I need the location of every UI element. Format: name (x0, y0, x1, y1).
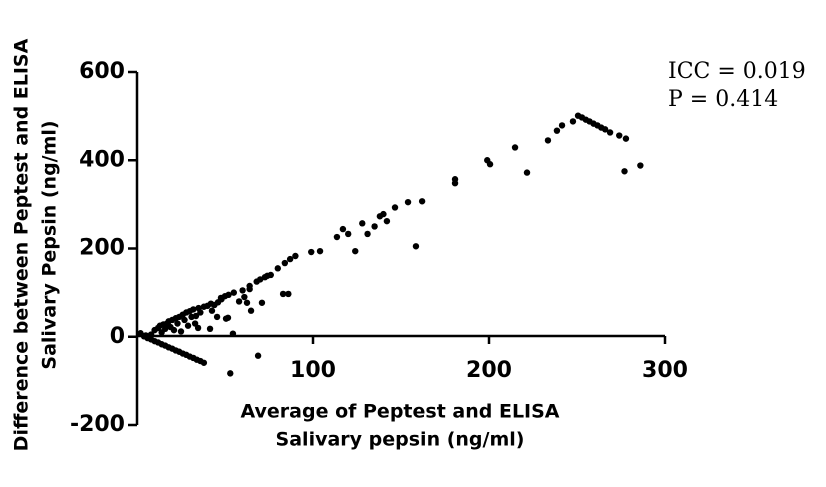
point (511, 144, 519, 151)
point (364, 230, 371, 238)
point (258, 299, 266, 306)
y-axis-title: Salivary Pepsin (ng/ml) (39, 120, 61, 369)
y-axis-title: Difference between Peptest and ELISA (11, 38, 33, 451)
point (486, 161, 494, 168)
point (601, 126, 609, 133)
point (274, 265, 281, 272)
point (621, 168, 628, 175)
point (544, 137, 552, 144)
point (404, 198, 412, 206)
point (285, 290, 292, 298)
point (194, 324, 202, 332)
annotation: ICC = 0.019 (668, 59, 806, 84)
point (383, 217, 391, 225)
point (217, 294, 225, 302)
point (229, 330, 237, 337)
point (246, 285, 253, 293)
point (184, 322, 192, 329)
point (227, 370, 234, 377)
point (197, 309, 204, 316)
point (224, 314, 232, 321)
point (606, 129, 614, 136)
point (333, 233, 341, 241)
point (192, 312, 200, 320)
x-tick-label: 100 (290, 358, 336, 383)
point (352, 247, 359, 255)
point (142, 332, 149, 339)
point (257, 276, 264, 283)
annotation: P = 0.414 (668, 87, 778, 112)
y-tick-label: 400 (79, 147, 125, 172)
point (339, 225, 347, 233)
y-tick-label: 600 (79, 59, 125, 84)
point (451, 179, 459, 187)
point (235, 298, 243, 305)
point (316, 247, 324, 255)
point (147, 331, 155, 338)
point (391, 204, 399, 211)
point (247, 307, 255, 314)
point (569, 118, 577, 125)
point (622, 135, 630, 142)
point (553, 127, 561, 134)
x-axis-title: Salivary pepsin (ng/ml) (276, 429, 525, 451)
point (412, 243, 420, 250)
point (292, 252, 299, 260)
point (208, 307, 216, 314)
point (359, 220, 366, 227)
point (161, 325, 169, 333)
x-axis-title: Average of Peptest and ELISA (240, 401, 559, 423)
point (174, 320, 181, 327)
y-tick-label: -200 (70, 412, 125, 437)
point (279, 290, 287, 298)
point (200, 359, 208, 366)
x-tick-label: 200 (466, 358, 512, 383)
point (345, 230, 352, 238)
point (308, 248, 315, 256)
point (213, 313, 221, 321)
point (137, 330, 144, 337)
point (281, 259, 289, 267)
point (243, 299, 251, 306)
point (206, 325, 214, 333)
point (286, 255, 294, 263)
point (177, 328, 185, 335)
point (380, 210, 387, 218)
point (616, 132, 623, 139)
point (190, 306, 197, 313)
point (254, 352, 262, 359)
point (181, 316, 188, 324)
y-tick-label: 200 (79, 236, 125, 261)
point (637, 162, 644, 169)
point (371, 223, 378, 230)
point (225, 291, 232, 299)
point (264, 272, 271, 280)
point (558, 122, 566, 129)
point (239, 287, 246, 294)
point (418, 198, 426, 205)
point (230, 289, 237, 296)
point (523, 169, 531, 176)
x-tick-label: 300 (642, 358, 688, 383)
point (241, 293, 248, 301)
point (170, 326, 178, 334)
y-tick-label: 0 (110, 324, 125, 349)
